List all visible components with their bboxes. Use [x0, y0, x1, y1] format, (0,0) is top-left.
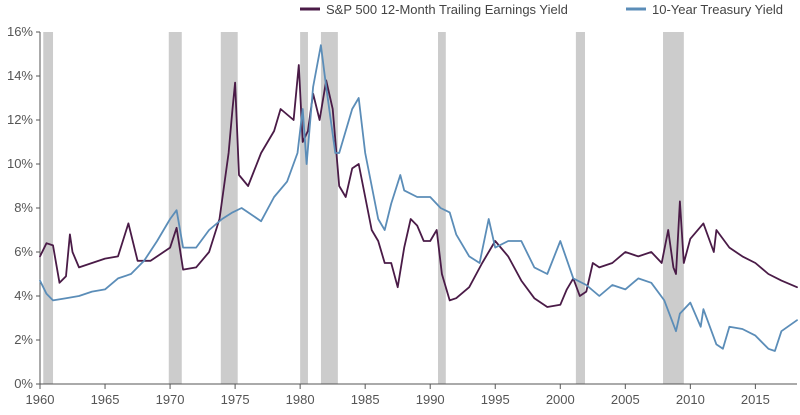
x-tick-label: 2015	[741, 392, 770, 407]
legend: S&P 500 12-Month Trailing Earnings Yield…	[300, 2, 783, 17]
x-tick-label: 1990	[416, 392, 445, 407]
y-tick-label: 12%	[7, 112, 33, 127]
recession-band-6	[575, 32, 585, 384]
x-tick-label: 1965	[91, 392, 120, 407]
y-tick-label: 10%	[7, 156, 33, 171]
y-tick-label: 4%	[14, 288, 33, 303]
recession-band-3	[300, 32, 308, 384]
y-tick-label: 16%	[7, 24, 33, 39]
recession-band-1	[168, 32, 182, 384]
series-line-earnings-yield	[39, 64, 798, 308]
x-tick-label: 1975	[221, 392, 250, 407]
series-lines	[39, 44, 798, 352]
axes: 0% 2% 4% 6% 8% 10% 12% 14% 16% 1960 1965 1970 1975 19…	[7, 24, 797, 407]
y-tick-label: 2%	[14, 332, 33, 347]
x-tick-label: 2010	[676, 392, 705, 407]
x-tick-label: 1960	[26, 392, 55, 407]
x-tick-label: 2000	[546, 392, 575, 407]
series-line-treasury-yield	[39, 44, 798, 352]
recession-band-2	[220, 32, 238, 384]
x-tick-label: 1985	[351, 392, 380, 407]
x-tick-label: 1970	[156, 392, 185, 407]
recession-band-7	[663, 32, 684, 384]
recession-band-4	[320, 32, 338, 384]
x-tick-label: 1995	[481, 392, 510, 407]
y-tick-label: 14%	[7, 68, 33, 83]
recession-bands	[43, 32, 684, 384]
recession-band-0	[43, 32, 54, 384]
y-tick-label: 0%	[14, 376, 33, 391]
legend-label-earnings-yield: S&P 500 12-Month Trailing Earnings Yield	[326, 2, 568, 17]
y-tick-label: 6%	[14, 244, 33, 259]
y-tick-label: 8%	[14, 200, 33, 215]
legend-label-treasury-yield: 10-Year Treasury Yield	[652, 2, 783, 17]
x-tick-label: 1980	[286, 392, 315, 407]
x-tick-label: 2005	[611, 392, 640, 407]
